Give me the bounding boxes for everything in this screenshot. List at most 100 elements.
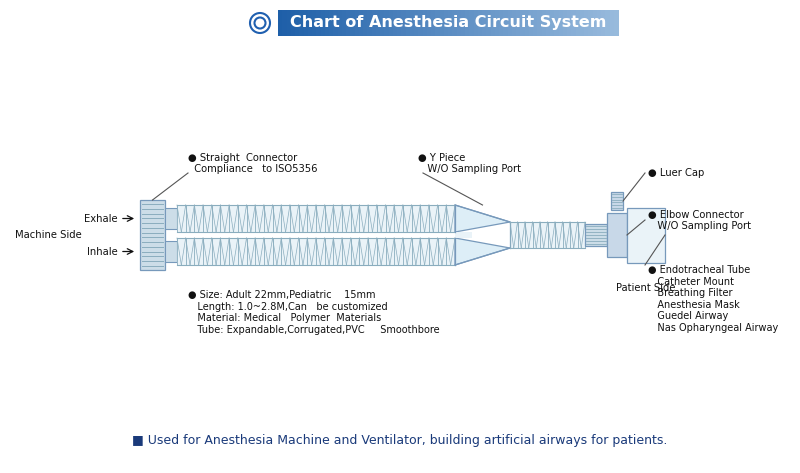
Bar (593, 10, 598, 36)
Bar (380, 10, 385, 36)
Bar (338, 10, 342, 36)
Bar (558, 10, 563, 36)
Bar (334, 10, 338, 36)
Bar (499, 10, 504, 36)
Bar (520, 10, 525, 36)
Text: Inhale: Inhale (87, 246, 118, 256)
Text: Material: Medical   Polymer  Materials: Material: Medical Polymer Materials (188, 313, 382, 323)
Bar (316, 10, 321, 36)
Bar (507, 10, 512, 36)
Bar (516, 10, 521, 36)
Bar (414, 10, 418, 36)
Text: Anesthesia Mask: Anesthesia Mask (648, 299, 740, 309)
Bar (342, 10, 346, 36)
Text: Breathing Filter: Breathing Filter (648, 288, 733, 298)
Bar (367, 10, 372, 36)
Bar (510, 222, 585, 248)
Bar (465, 10, 470, 36)
Bar (165, 208, 177, 229)
Polygon shape (455, 238, 510, 265)
Text: ● Y Piece: ● Y Piece (418, 153, 466, 163)
Bar (546, 10, 550, 36)
Text: Length: 1.0~2.8M,Can   be customized: Length: 1.0~2.8M,Can be customized (188, 301, 388, 312)
Text: ● Elbow Connector: ● Elbow Connector (648, 210, 744, 220)
Text: ● Endotracheal Tube: ● Endotracheal Tube (648, 265, 750, 275)
Bar (286, 10, 291, 36)
Bar (538, 10, 542, 36)
Bar (457, 10, 462, 36)
Text: Guedel Airway: Guedel Airway (648, 311, 728, 321)
Bar (325, 10, 330, 36)
Bar (588, 10, 593, 36)
Text: Machine Side: Machine Side (15, 230, 82, 240)
Bar (606, 10, 610, 36)
Bar (597, 10, 602, 36)
Bar (303, 10, 308, 36)
Bar (461, 10, 466, 36)
Bar (358, 10, 363, 36)
Bar (607, 213, 627, 257)
Bar (580, 10, 585, 36)
Bar (299, 10, 304, 36)
Text: ■ Used for Anesthesia Machine and Ventilator, building artificial airways for pa: ■ Used for Anesthesia Machine and Ventil… (132, 433, 668, 447)
Bar (478, 10, 482, 36)
Bar (312, 10, 317, 36)
Text: ● Luer Cap: ● Luer Cap (648, 168, 704, 178)
Bar (562, 10, 567, 36)
Text: ● Size: Adult 22mm,Pediatric    15mm: ● Size: Adult 22mm,Pediatric 15mm (188, 290, 375, 300)
Text: ● Straight  Connector: ● Straight Connector (188, 153, 298, 163)
Bar (448, 10, 453, 36)
Bar (571, 10, 576, 36)
Bar (422, 10, 427, 36)
Bar (282, 10, 287, 36)
Bar (363, 10, 368, 36)
Bar (346, 10, 350, 36)
Bar (426, 10, 431, 36)
Bar (435, 10, 440, 36)
Bar (165, 241, 177, 262)
Bar (482, 10, 486, 36)
Bar (410, 10, 414, 36)
Bar (575, 10, 580, 36)
Polygon shape (455, 205, 510, 232)
Text: Catheter Mount: Catheter Mount (648, 277, 734, 287)
Bar (406, 10, 410, 36)
Text: Exhale: Exhale (84, 213, 118, 224)
Bar (354, 10, 359, 36)
Bar (584, 10, 589, 36)
Bar (376, 10, 381, 36)
Text: Chart of Anesthesia Circuit System: Chart of Anesthesia Circuit System (290, 16, 606, 30)
Bar (611, 192, 623, 210)
Bar (503, 10, 508, 36)
Bar (529, 10, 534, 36)
Bar (177, 238, 455, 265)
Bar (350, 10, 355, 36)
Bar (486, 10, 491, 36)
Bar (140, 200, 165, 270)
Bar (397, 10, 402, 36)
Text: Nas Opharyngeal Airway: Nas Opharyngeal Airway (648, 323, 778, 333)
Bar (490, 10, 495, 36)
Text: Compliance   to ISO5356: Compliance to ISO5356 (188, 164, 318, 174)
Bar (278, 10, 282, 36)
Bar (554, 10, 559, 36)
Bar (290, 10, 295, 36)
Bar (439, 10, 444, 36)
Bar (512, 10, 517, 36)
Bar (627, 208, 665, 263)
Bar (418, 10, 423, 36)
Bar (402, 10, 406, 36)
Bar (610, 10, 614, 36)
Bar (393, 10, 398, 36)
Bar (177, 205, 455, 232)
Bar (474, 10, 478, 36)
Bar (308, 10, 313, 36)
Bar (431, 10, 436, 36)
Bar (525, 10, 530, 36)
Bar (371, 10, 376, 36)
Bar (329, 10, 334, 36)
Bar (384, 10, 389, 36)
Bar (550, 10, 554, 36)
Bar (533, 10, 538, 36)
Bar (444, 10, 449, 36)
